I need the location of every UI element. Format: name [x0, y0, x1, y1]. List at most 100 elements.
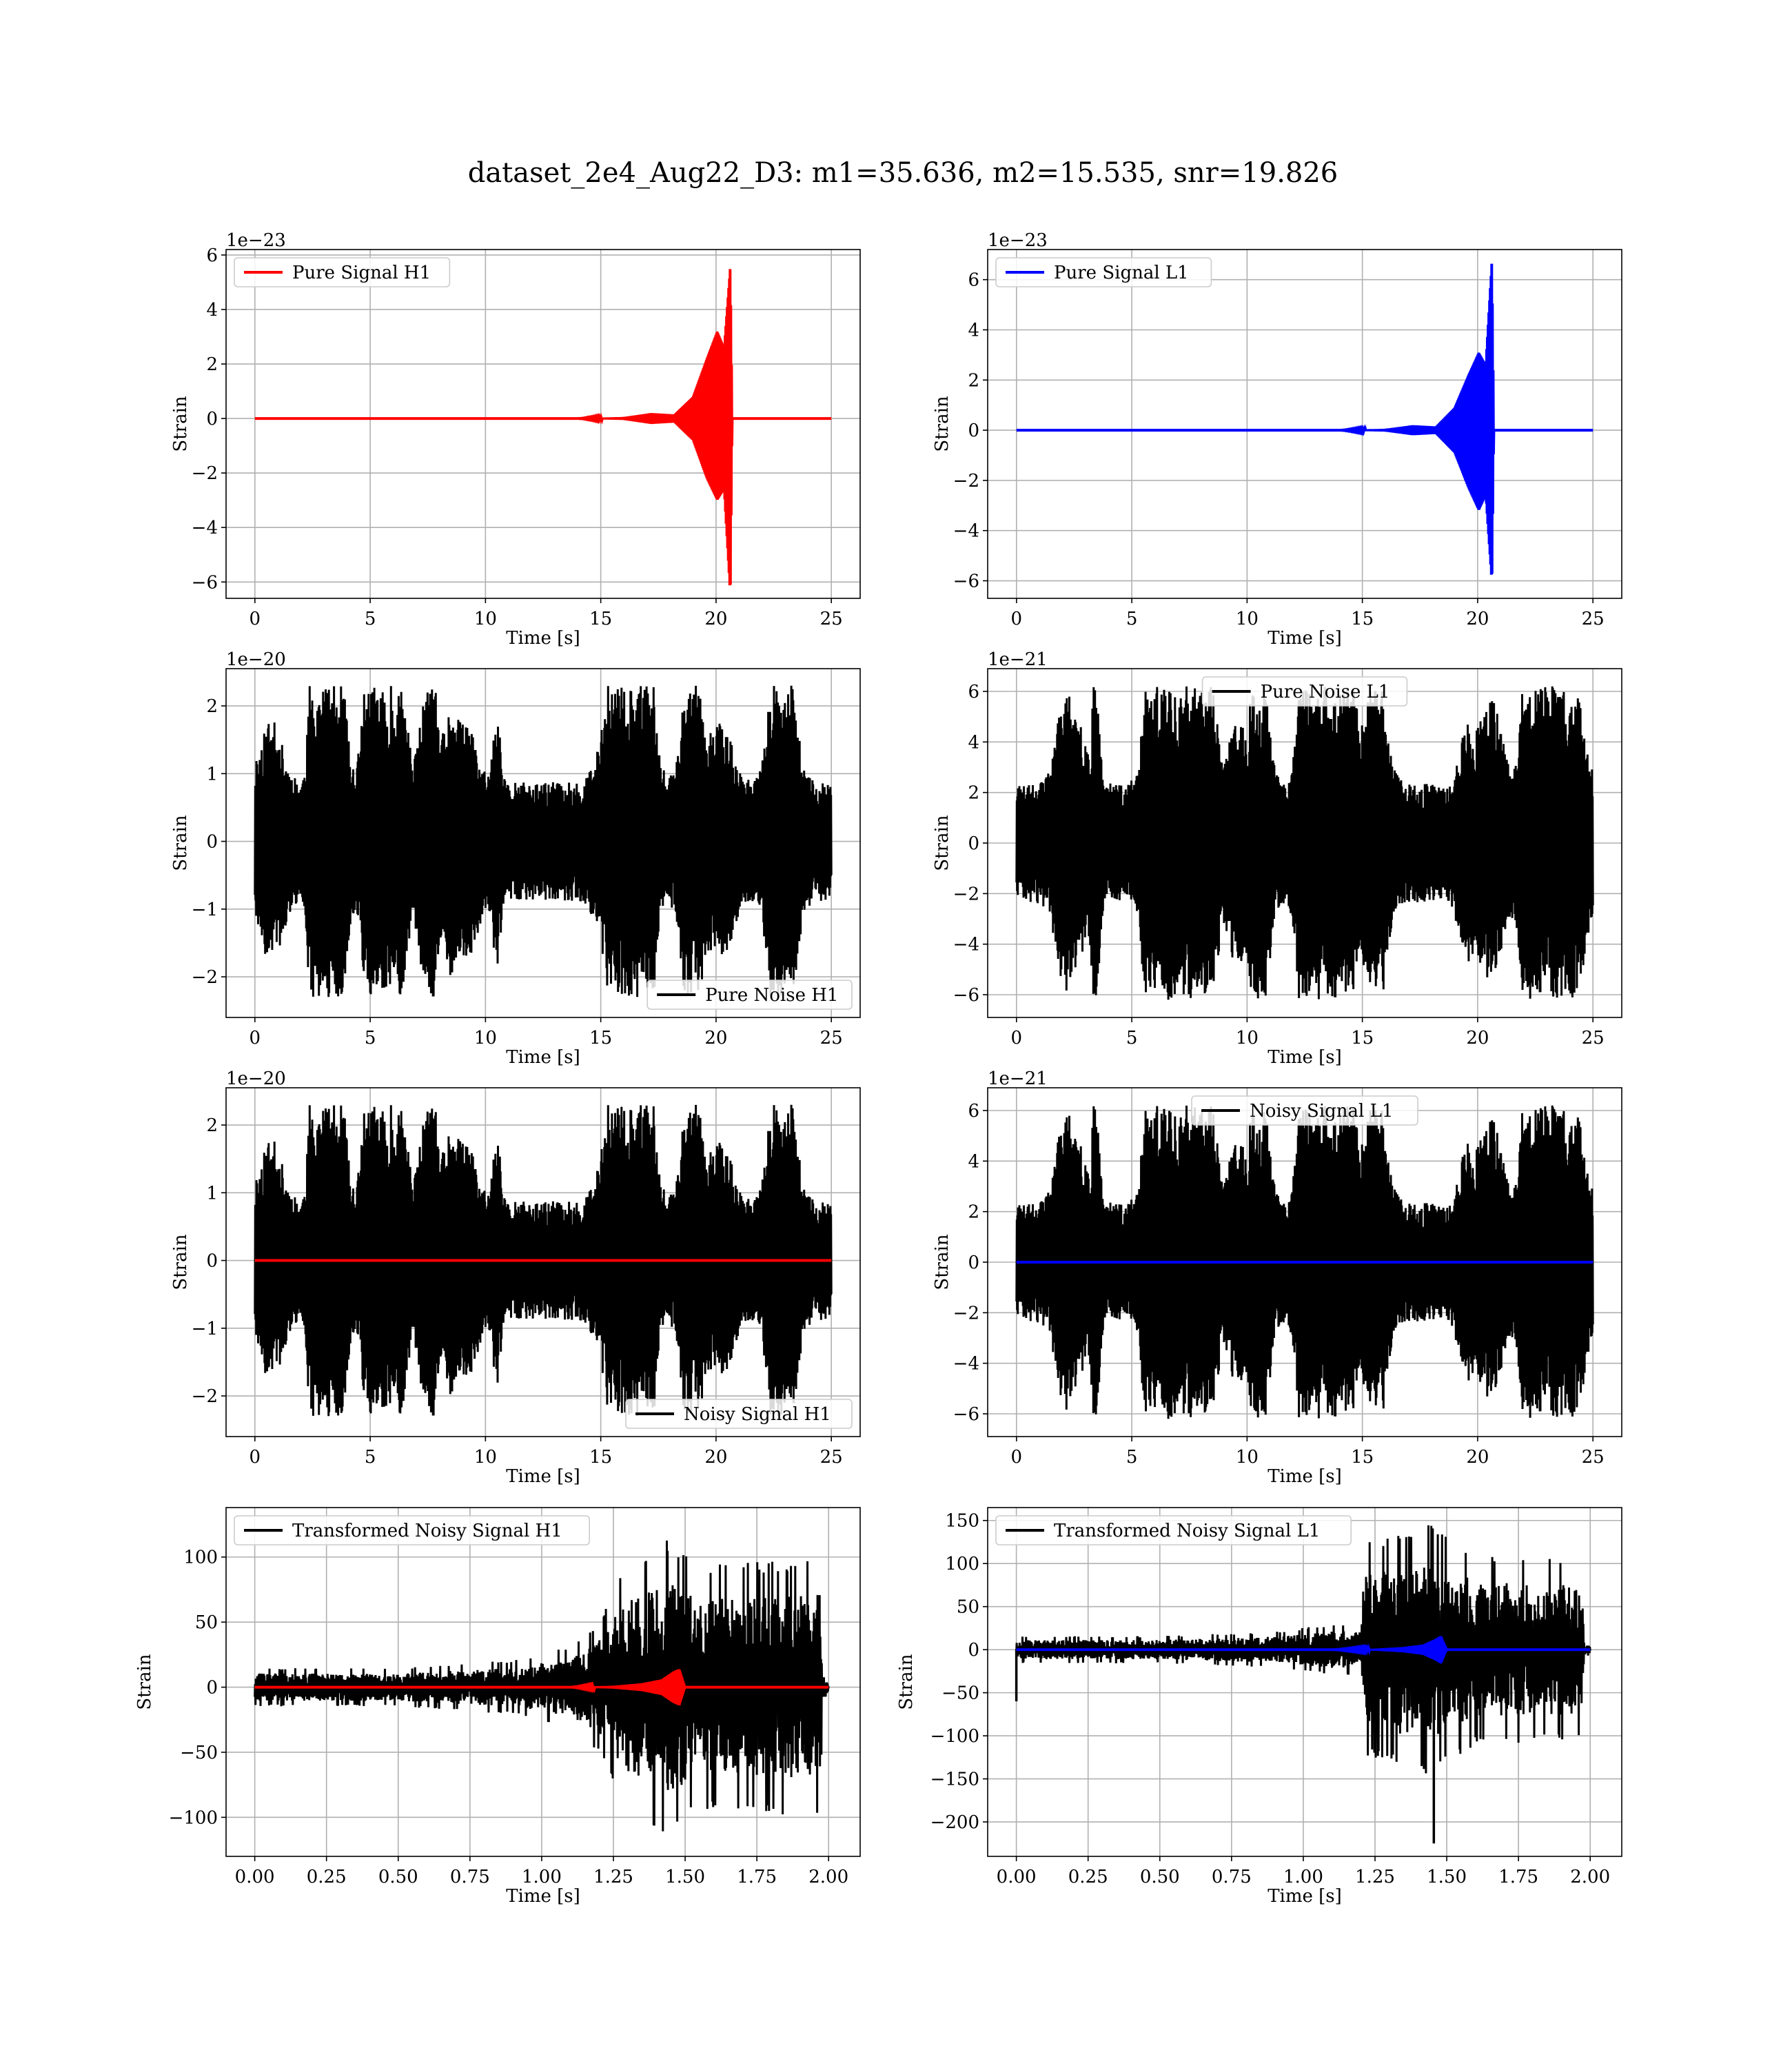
y-axis-label: Strain — [170, 1234, 191, 1290]
y-tick-label: −4 — [953, 1354, 979, 1375]
y-tick-label: −2 — [192, 1386, 218, 1407]
y-axis-label: Strain — [170, 396, 191, 452]
plot-area — [254, 685, 833, 997]
x-tick-label: 1.25 — [1355, 1867, 1395, 1887]
y-tick-label: 2 — [968, 1202, 979, 1223]
legend-label: Pure Noise H1 — [705, 985, 838, 1006]
axis-offset-text: 1e−21 — [988, 1068, 1048, 1089]
y-tick-label: −1 — [192, 900, 218, 920]
plot-area — [1015, 1525, 1591, 1844]
x-tick-label: 0.50 — [1140, 1867, 1180, 1887]
y-tick-label: 0 — [968, 1640, 979, 1661]
y-tick-label: 0 — [206, 1678, 218, 1699]
y-tick-label: 2 — [968, 370, 979, 391]
y-tick-label: 4 — [968, 1151, 979, 1172]
plot-area — [254, 269, 832, 586]
y-tick-label: 0 — [968, 1253, 979, 1273]
axis-offset-text: 1e−20 — [226, 1068, 286, 1089]
y-tick-label: −50 — [941, 1683, 979, 1704]
series-pure-noise-h1 — [254, 685, 833, 997]
x-axis-label: Time [s] — [506, 1047, 580, 1068]
x-tick-label: 5 — [1126, 1447, 1138, 1468]
y-axis-label: Strain — [932, 1234, 953, 1290]
legend: Noisy Signal H1 — [625, 1399, 853, 1429]
x-tick-label: 25 — [1582, 609, 1605, 629]
figure-suptitle: dataset_2e4_Aug22_D3: m1=35.636, m2=15.5… — [467, 157, 1338, 189]
x-tick-label: 0 — [250, 609, 261, 629]
x-tick-label: 0 — [1011, 1447, 1023, 1468]
x-axis-label: Time [s] — [506, 1466, 580, 1487]
series-pure-signal-l1 — [1016, 263, 1594, 575]
subplot-pure-signal-l1: 0 5 10 15 20 25 −6 −4 −2 0 2 4 6 Time [s] Strain 1e−23 P… — [932, 230, 1622, 649]
series-chirp-1 — [254, 1669, 829, 1706]
y-tick-label: 2 — [206, 696, 218, 717]
y-axis-label: Strain — [170, 815, 191, 871]
y-tick-label: 6 — [968, 270, 979, 291]
y-tick-label: 1 — [206, 1183, 218, 1204]
legend: Noisy Signal L1 — [1191, 1095, 1418, 1126]
x-tick-label: 0.25 — [307, 1867, 347, 1887]
y-tick-label: 2 — [206, 354, 218, 375]
x-tick-label: 5 — [365, 1028, 376, 1048]
y-tick-label: 6 — [968, 682, 979, 702]
y-tick-label: −2 — [953, 1303, 979, 1324]
x-tick-label: 20 — [704, 1447, 727, 1468]
legend-label: Transformed Noisy Signal H1 — [292, 1521, 562, 1541]
x-tick-label: 1.50 — [665, 1867, 705, 1887]
x-tick-label: 25 — [1582, 1028, 1605, 1048]
x-tick-label: 1.25 — [593, 1867, 633, 1887]
y-tick-label: −100 — [930, 1726, 979, 1747]
subplot-pure-noise-h1: 0 5 10 15 20 25 −2 −1 0 1 2 Time [s] Strain 1e−20 Pure… — [170, 649, 861, 1068]
x-tick-label: 15 — [1351, 609, 1374, 629]
axes-frame — [987, 249, 1622, 599]
x-tick-label: 25 — [820, 1028, 843, 1048]
y-tick-label: 0 — [206, 1251, 218, 1272]
legend-label: Pure Noise L1 — [1261, 682, 1390, 702]
x-tick-label: 10 — [1236, 609, 1259, 629]
y-tick-label: 6 — [206, 245, 218, 266]
x-tick-label: 5 — [365, 1447, 376, 1468]
x-axis-label: Time [s] — [1267, 628, 1342, 649]
x-tick-label: 0.25 — [1068, 1867, 1108, 1887]
axes-frame — [225, 1507, 861, 1857]
subplot-pure-noise-l1: 0 5 10 15 20 25 −6 −4 −2 0 2 4 6 Time [s] Strain 1e−21 P… — [932, 649, 1622, 1068]
y-tick-label: 150 — [945, 1511, 979, 1532]
y-tick-label: −2 — [192, 463, 218, 484]
x-tick-label: 5 — [365, 609, 376, 629]
subplot-noisy-signal-l1: 0 5 10 15 20 25 −6 −4 −2 0 2 4 6 Time [s] Strain 1e−21 N… — [932, 1068, 1622, 1487]
plot-area — [1015, 686, 1594, 1000]
legend: Pure Signal H1 — [234, 257, 451, 287]
x-tick-label: 0 — [250, 1447, 261, 1468]
plot-area — [254, 1540, 830, 1832]
y-tick-label: 50 — [195, 1612, 218, 1633]
legend: Pure Noise H1 — [646, 980, 853, 1010]
y-axis-label: Strain — [896, 1654, 917, 1710]
y-tick-label: 1 — [206, 764, 218, 784]
axes-frame — [225, 1087, 861, 1437]
x-tick-label: 20 — [1466, 1447, 1489, 1468]
y-tick-label: −1 — [192, 1319, 218, 1339]
y-tick-label: 4 — [968, 320, 979, 341]
x-tick-label: 1.75 — [1498, 1867, 1538, 1887]
x-tick-label: 10 — [474, 609, 497, 629]
series-chirp-1 — [1016, 1636, 1591, 1664]
subplot-pure-signal-h1: 0 5 10 15 20 25 −6 −4 −2 0 2 4 6 Time [s] Strain 1e−23 P… — [170, 230, 861, 649]
x-tick-label: 10 — [474, 1028, 497, 1048]
y-tick-label: −2 — [192, 967, 218, 988]
y-tick-label: 100 — [945, 1554, 979, 1574]
x-tick-label: 25 — [1582, 1447, 1605, 1468]
y-tick-label: −6 — [953, 1404, 979, 1425]
axes-frame — [987, 1507, 1622, 1857]
subplot-noisy-signal-h1: 0 5 10 15 20 25 −2 −1 0 1 2 Time [s] Strain 1e−20 Nois… — [170, 1068, 861, 1487]
plot-area — [1016, 263, 1594, 575]
y-tick-label: −100 — [169, 1807, 218, 1828]
series-transformed-noisy-signal-l1 — [1015, 1525, 1591, 1774]
x-tick-label: 10 — [474, 1447, 497, 1468]
legend-label: Pure Signal H1 — [292, 263, 431, 283]
x-tick-label: 20 — [704, 1028, 727, 1048]
x-tick-label: 10 — [1236, 1028, 1259, 1048]
y-tick-label: −2 — [953, 884, 979, 904]
series-noisy-signal-l1 — [1015, 1105, 1594, 1419]
x-tick-label: 0 — [1011, 1028, 1023, 1048]
x-tick-label: 15 — [1351, 1028, 1374, 1048]
